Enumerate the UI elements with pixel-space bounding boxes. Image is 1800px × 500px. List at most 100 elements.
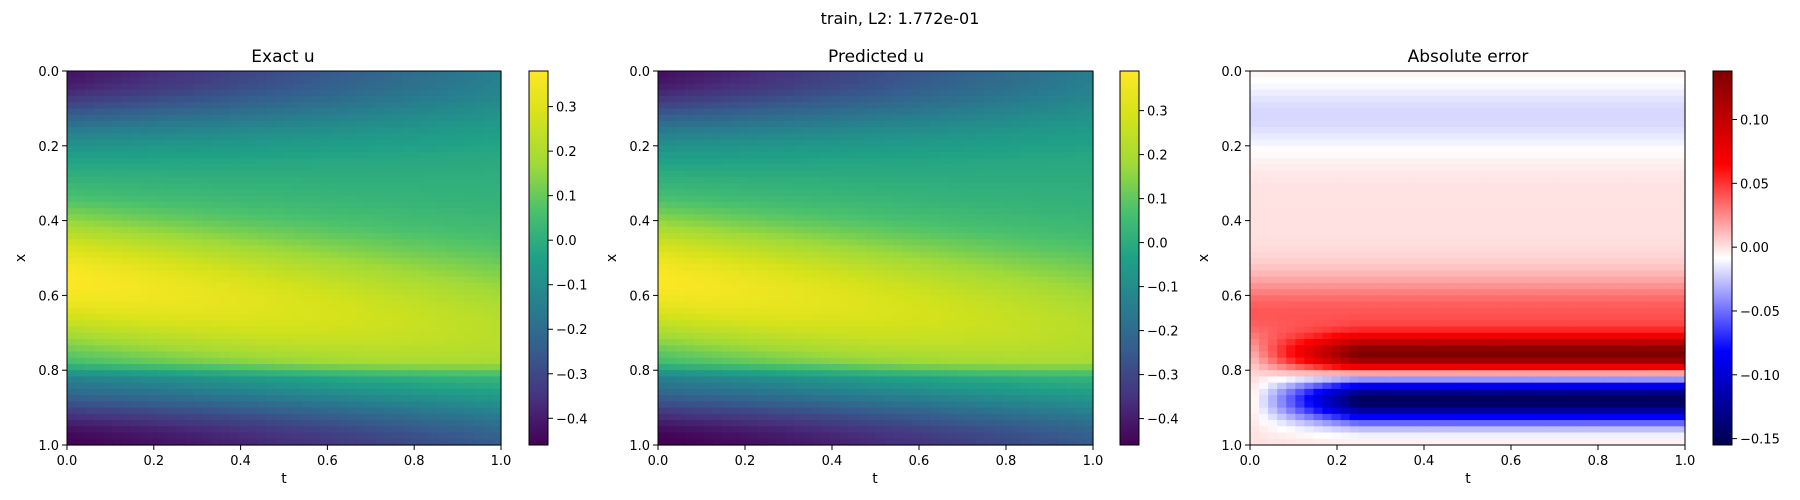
heatmap-cell [428, 158, 439, 166]
heatmap-cell [893, 332, 904, 340]
heatmap-cell [383, 139, 394, 147]
heatmap-cell [166, 426, 177, 434]
heatmap-cell [766, 245, 777, 253]
heatmap-cell [482, 83, 493, 91]
heatmap-cell [866, 314, 877, 321]
heatmap-cell [85, 314, 95, 321]
heatmap-cell [293, 102, 303, 109]
heatmap-cell [166, 195, 177, 203]
heatmap-cell [757, 276, 768, 284]
heatmap-cell [748, 152, 759, 159]
heatmap-cell [875, 326, 886, 334]
heatmap-cell [130, 370, 140, 378]
heatmap-cell [166, 357, 177, 365]
heatmap-cell [703, 158, 713, 166]
heatmap-cell [975, 208, 985, 215]
heatmap-cell [473, 251, 484, 259]
heatmap-cell [1020, 201, 1031, 209]
heatmap-cell [1056, 189, 1067, 197]
heatmap-cell [247, 314, 258, 321]
heatmap-cell [238, 183, 249, 191]
heatmap-cell [184, 208, 195, 215]
heatmap-cell [184, 152, 195, 159]
heatmap-cell [1020, 332, 1031, 340]
heatmap-cell [685, 208, 695, 215]
heatmap-cell [428, 214, 439, 222]
heatmap-cell [202, 370, 213, 378]
heatmap-cell [94, 345, 104, 353]
heatmap-cell [893, 152, 904, 159]
heatmap-cell [220, 270, 231, 278]
heatmap-cell [929, 152, 940, 159]
heatmap-cell [1065, 201, 1076, 209]
heatmap-cell [748, 326, 759, 334]
heatmap-cell [712, 139, 723, 147]
heatmap-cell [85, 426, 95, 434]
heatmap-cell [238, 332, 249, 340]
heatmap-cell [784, 133, 795, 141]
heatmap-cell [229, 77, 240, 85]
heatmap-cell [293, 320, 303, 328]
heatmap-cell [374, 295, 385, 303]
heatmap-cell [929, 295, 940, 303]
heatmap-cell [757, 183, 768, 191]
heatmap-cell [437, 77, 448, 85]
heatmap-cell [975, 264, 985, 272]
heatmap-cell [302, 426, 312, 434]
heatmap-cell [139, 370, 149, 378]
heatmap-cell [775, 170, 786, 178]
heatmap-cell [757, 201, 768, 209]
heatmap-cell [1029, 139, 1040, 147]
heatmap-cell [256, 432, 267, 440]
heatmap-cell [284, 382, 294, 390]
heatmap-cell [229, 370, 240, 378]
heatmap-cell [103, 120, 113, 128]
heatmap-cell [694, 183, 704, 191]
heatmap-cell [265, 152, 276, 159]
heatmap-cell [437, 258, 448, 265]
heatmap-cell [329, 270, 339, 278]
heatmap-cell [464, 164, 475, 172]
heatmap-cell [482, 370, 493, 378]
heatmap-cell [76, 108, 86, 116]
heatmap-cell [482, 395, 493, 402]
heatmap-cell [975, 133, 985, 141]
heatmap-cell [220, 413, 231, 421]
heatmap-cell [338, 251, 348, 259]
heatmap-cell [311, 233, 321, 240]
heatmap-cell [383, 251, 394, 259]
heatmap-cell [721, 145, 732, 153]
heatmap-cell [694, 320, 704, 328]
heatmap-cell [265, 351, 276, 359]
heatmap-cell [984, 233, 994, 240]
heatmap-cell [848, 208, 858, 215]
heatmap-cell [274, 139, 285, 147]
heatmap-cell [356, 420, 366, 427]
heatmap-cell [893, 114, 904, 122]
heatmap-cell [446, 108, 457, 116]
heatmap-cell [911, 139, 922, 147]
heatmap-cell [157, 133, 168, 141]
heatmap-cell [184, 413, 195, 421]
heatmap-cell [365, 83, 376, 91]
heatmap-cell [893, 176, 904, 184]
heatmap-cell [1029, 183, 1040, 191]
heatmap-cell [130, 214, 140, 222]
heatmap-cell [229, 83, 240, 91]
heatmap-cell [166, 401, 177, 409]
heatmap-cell [766, 226, 777, 234]
heatmap-cell [103, 357, 113, 365]
heatmap-cell [920, 145, 931, 153]
heatmap-cell [148, 77, 159, 85]
heatmap-cell [775, 239, 786, 247]
heatmap-cell [703, 295, 713, 303]
heatmap-cell [857, 276, 868, 284]
heatmap-cell [839, 102, 849, 109]
heatmap-cell [256, 226, 267, 234]
heatmap-cell [929, 307, 940, 315]
heatmap-cell [184, 426, 195, 434]
heatmap-cell [676, 239, 686, 247]
heatmap-cell [419, 432, 430, 440]
heatmap-cell [739, 145, 750, 153]
heatmap-cell [658, 282, 668, 290]
